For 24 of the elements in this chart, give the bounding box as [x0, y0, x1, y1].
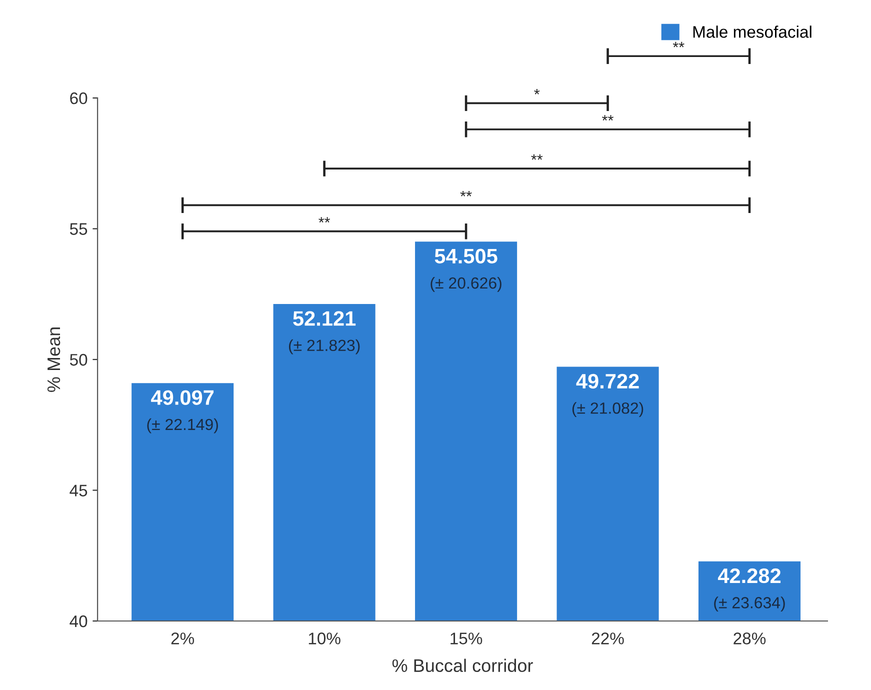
x-tick-label: 15% [450, 632, 482, 644]
x-tick-label: 2% [171, 632, 194, 644]
text: ** [672, 42, 684, 48]
x-tick-label: 28% [734, 632, 766, 644]
data-label: 49.097 (± 22.149) [147, 390, 218, 434]
y-tick-label: 40 [70, 615, 88, 628]
y-tick-label: 55 [70, 223, 88, 235]
data-label: 52.121 (± 21.823) [288, 311, 360, 354]
x-tick-label: 10% [308, 632, 340, 644]
annotation: ** [531, 154, 543, 160]
y-tick-label: 45 [70, 484, 88, 496]
annotation: ** [318, 217, 330, 223]
data-label: 42.282 (± 23.634) [714, 568, 785, 612]
data-label: 49.722 (± 21.082) [572, 374, 644, 417]
x-tick-label: 22% [592, 632, 624, 644]
annotation: ** [602, 115, 614, 121]
legend-label: Male mesofacial [693, 26, 812, 38]
annotation: ** [460, 190, 472, 196]
y-tick-label: 50 [70, 354, 88, 366]
text: * [534, 89, 540, 94]
y-tick-label: 60 [70, 92, 88, 104]
y-axis-title: % Mean [47, 328, 60, 392]
x-axis-title: % Buccal corridor [392, 658, 533, 672]
data-label: 54.505 (± 20.626) [430, 248, 502, 292]
